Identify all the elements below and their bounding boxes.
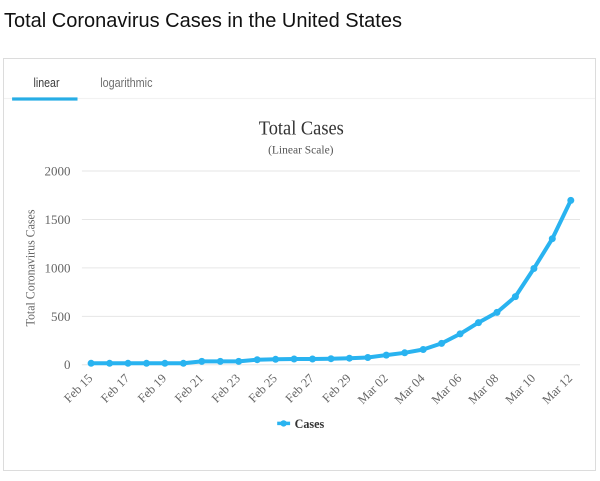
svg-text:0: 0 (64, 357, 71, 372)
svg-text:logarithmic: logarithmic (100, 76, 152, 90)
svg-text:Mar 06: Mar 06 (429, 371, 465, 407)
svg-text:Feb 21: Feb 21 (172, 371, 206, 405)
svg-text:Total Cases: Total Cases (259, 118, 344, 140)
svg-text:Mar 04: Mar 04 (392, 371, 428, 407)
svg-text:Cases: Cases (295, 416, 325, 431)
svg-text:2000: 2000 (45, 163, 71, 178)
svg-text:1000: 1000 (45, 260, 71, 275)
svg-text:Feb 27: Feb 27 (283, 371, 317, 405)
svg-text:Feb 17: Feb 17 (98, 371, 132, 405)
svg-text:Mar 10: Mar 10 (503, 371, 539, 407)
svg-text:(Linear Scale): (Linear Scale) (268, 144, 334, 156)
svg-text:Mar 08: Mar 08 (466, 371, 502, 407)
svg-text:Feb 23: Feb 23 (209, 371, 243, 405)
svg-text:linear: linear (34, 76, 60, 90)
svg-text:1500: 1500 (45, 212, 71, 227)
svg-text:Feb 19: Feb 19 (135, 371, 169, 405)
svg-text:500: 500 (51, 309, 71, 324)
svg-text:Feb 25: Feb 25 (246, 371, 280, 405)
svg-text:Feb 15: Feb 15 (61, 371, 95, 405)
svg-text:Total Coronavirus Cases in the: Total Coronavirus Cases in the United St… (4, 10, 402, 32)
svg-text:Mar 12: Mar 12 (539, 371, 575, 407)
svg-text:Feb 29: Feb 29 (320, 371, 354, 405)
svg-text:Total Coronavirus Cases: Total Coronavirus Cases (23, 210, 38, 327)
svg-text:Mar 02: Mar 02 (355, 371, 391, 407)
